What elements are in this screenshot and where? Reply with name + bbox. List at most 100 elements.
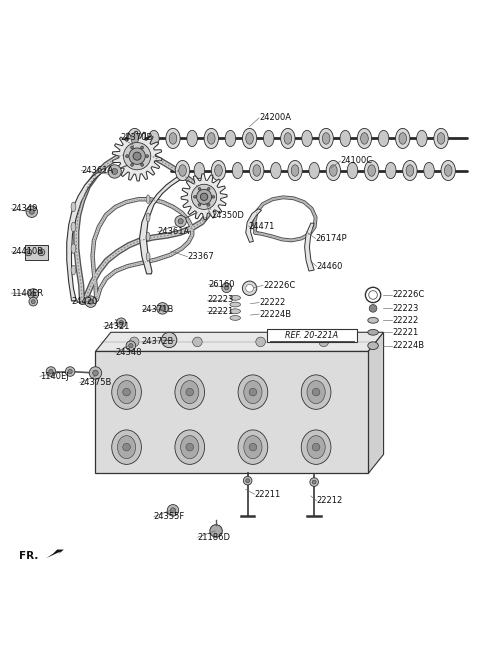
Text: 22221: 22221 [207, 307, 234, 316]
Text: 22221: 22221 [392, 328, 419, 337]
Circle shape [246, 479, 250, 483]
Circle shape [65, 367, 75, 377]
Circle shape [119, 320, 123, 325]
Circle shape [49, 369, 53, 374]
FancyBboxPatch shape [24, 245, 48, 259]
Text: 22223: 22223 [207, 295, 234, 304]
Ellipse shape [302, 130, 312, 147]
Ellipse shape [281, 128, 295, 149]
Circle shape [123, 143, 151, 170]
Ellipse shape [271, 162, 281, 179]
Ellipse shape [169, 133, 177, 144]
Text: 22211: 22211 [254, 489, 281, 498]
Polygon shape [246, 209, 262, 242]
Ellipse shape [242, 128, 257, 149]
Ellipse shape [360, 133, 368, 144]
Circle shape [46, 367, 56, 377]
Circle shape [256, 337, 265, 346]
Circle shape [249, 443, 257, 451]
Ellipse shape [215, 165, 222, 176]
Text: 24348: 24348 [116, 348, 142, 357]
Circle shape [111, 168, 118, 174]
Circle shape [246, 284, 253, 292]
Circle shape [186, 443, 193, 451]
Circle shape [29, 209, 35, 214]
Ellipse shape [368, 342, 378, 350]
Circle shape [312, 443, 320, 451]
Ellipse shape [128, 128, 142, 149]
Ellipse shape [180, 436, 199, 458]
Ellipse shape [437, 133, 445, 144]
Ellipse shape [441, 160, 456, 181]
Circle shape [133, 152, 141, 160]
Ellipse shape [378, 130, 389, 147]
Circle shape [170, 508, 176, 513]
Ellipse shape [417, 130, 427, 147]
Ellipse shape [118, 436, 136, 458]
Circle shape [93, 370, 98, 376]
Ellipse shape [230, 316, 240, 320]
Circle shape [310, 477, 319, 487]
Ellipse shape [403, 160, 417, 181]
Ellipse shape [118, 381, 136, 403]
Ellipse shape [406, 165, 414, 176]
Ellipse shape [319, 128, 333, 149]
Circle shape [160, 306, 165, 311]
Circle shape [210, 525, 222, 537]
Ellipse shape [146, 195, 150, 204]
Circle shape [27, 251, 30, 254]
Ellipse shape [291, 165, 299, 176]
Ellipse shape [112, 375, 142, 409]
Ellipse shape [180, 381, 199, 403]
Polygon shape [96, 332, 384, 352]
FancyBboxPatch shape [96, 352, 368, 474]
Circle shape [26, 206, 37, 217]
Circle shape [29, 297, 37, 306]
Circle shape [123, 388, 131, 396]
Text: 22226C: 22226C [263, 281, 295, 290]
Text: 24370B: 24370B [120, 132, 153, 141]
Circle shape [89, 367, 102, 379]
Circle shape [193, 195, 196, 198]
Polygon shape [46, 550, 64, 558]
Circle shape [197, 189, 212, 204]
Ellipse shape [175, 375, 204, 409]
Circle shape [68, 369, 72, 374]
Circle shape [319, 337, 328, 346]
Ellipse shape [204, 128, 218, 149]
Circle shape [198, 204, 201, 206]
Ellipse shape [253, 165, 261, 176]
Ellipse shape [146, 233, 150, 241]
Circle shape [222, 283, 231, 293]
Text: 26174P: 26174P [316, 234, 347, 243]
Ellipse shape [187, 130, 197, 147]
Text: 21186D: 21186D [198, 533, 231, 542]
Text: 24420: 24420 [72, 297, 98, 306]
Ellipse shape [307, 436, 325, 458]
Ellipse shape [368, 329, 378, 335]
Ellipse shape [225, 130, 236, 147]
Ellipse shape [284, 133, 292, 144]
Ellipse shape [230, 309, 240, 314]
Ellipse shape [175, 430, 204, 464]
Text: 24350D: 24350D [211, 211, 244, 220]
Circle shape [175, 215, 186, 227]
Ellipse shape [230, 302, 240, 307]
Circle shape [129, 343, 133, 348]
Ellipse shape [71, 244, 76, 253]
Text: 24200A: 24200A [259, 113, 291, 122]
Polygon shape [67, 168, 106, 301]
Polygon shape [140, 174, 187, 274]
Text: FR.: FR. [19, 552, 38, 561]
Ellipse shape [288, 160, 302, 181]
Ellipse shape [71, 222, 76, 232]
Circle shape [157, 303, 168, 314]
Circle shape [207, 204, 210, 206]
Ellipse shape [364, 160, 379, 181]
FancyBboxPatch shape [267, 329, 357, 342]
Text: 24372B: 24372B [142, 337, 174, 346]
Ellipse shape [149, 130, 159, 147]
Circle shape [249, 388, 257, 396]
Ellipse shape [301, 430, 331, 464]
Text: 24460: 24460 [317, 262, 343, 271]
